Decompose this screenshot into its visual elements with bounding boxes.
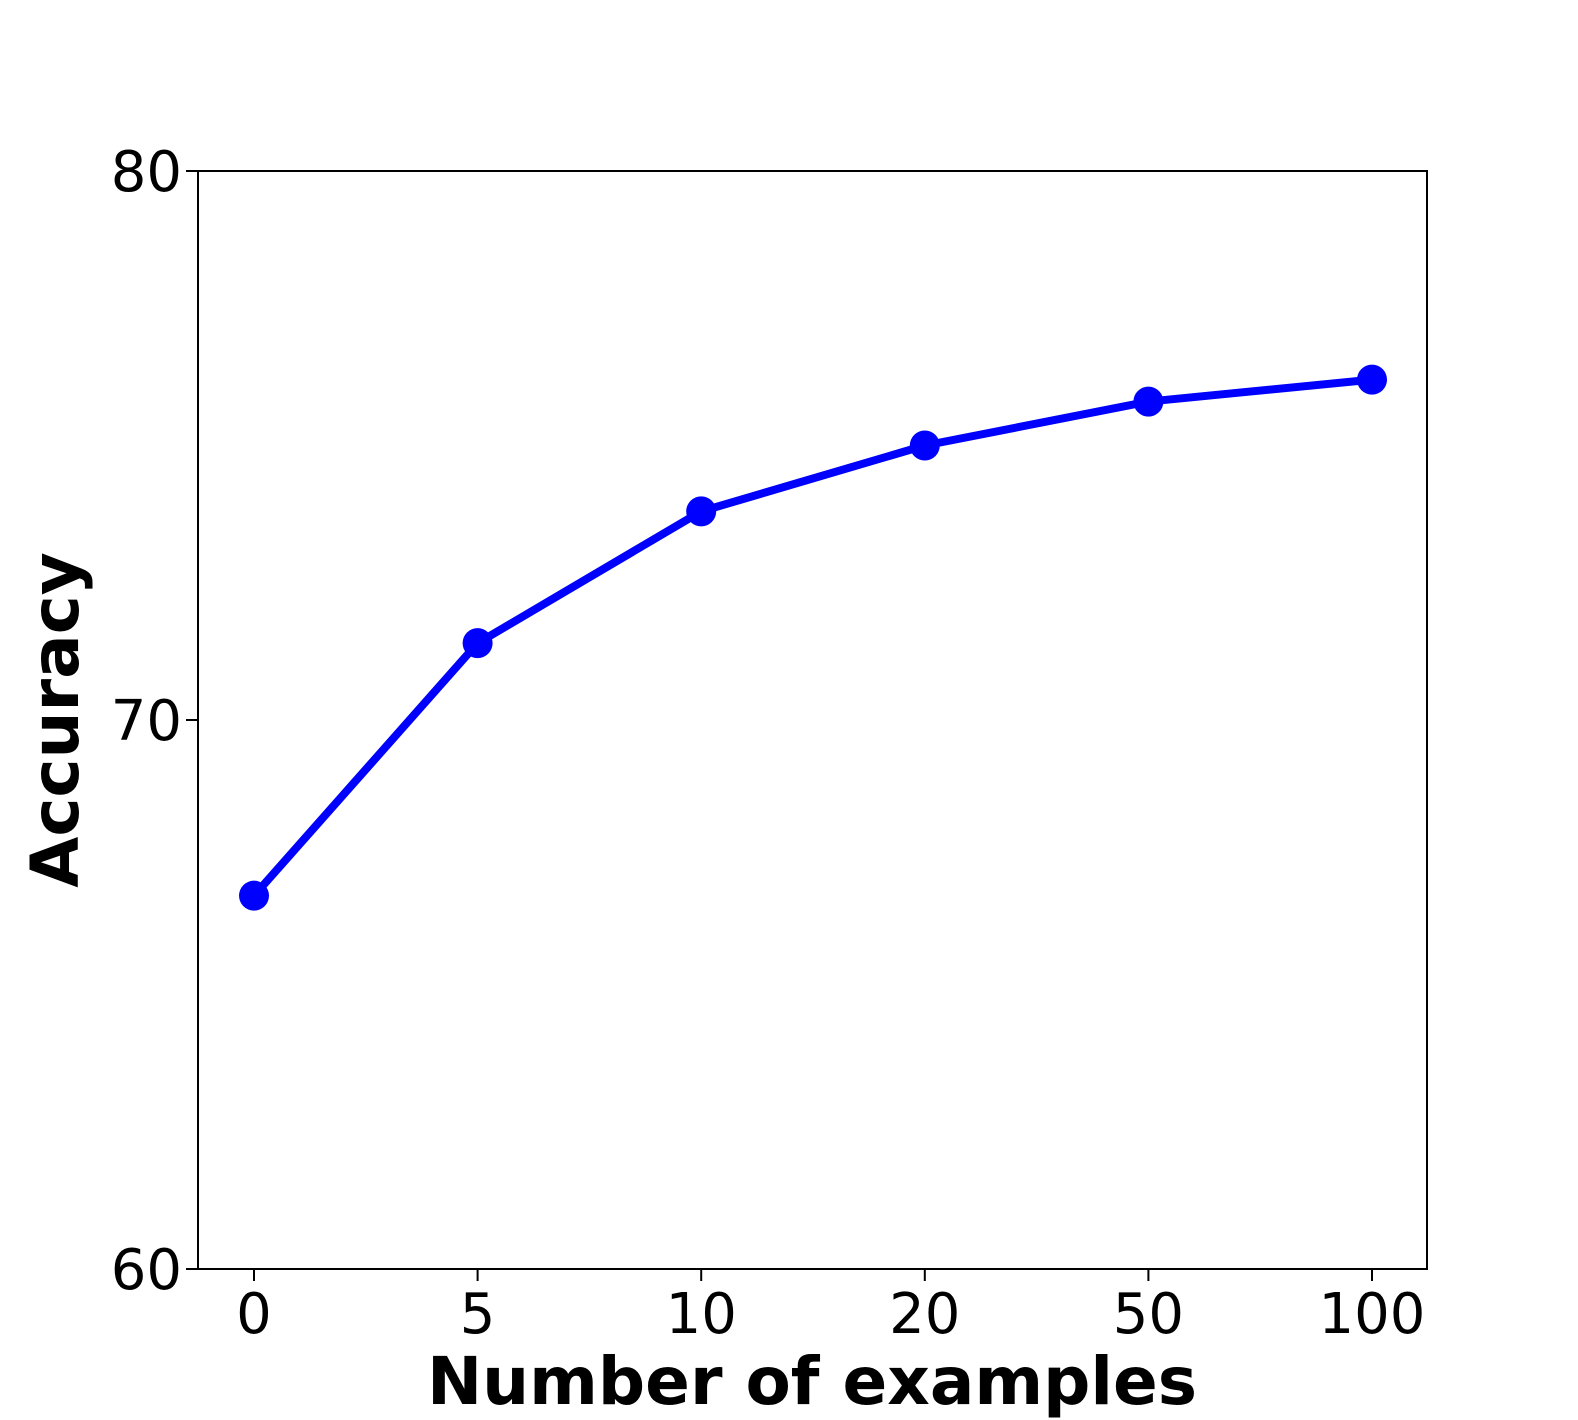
x-axis-label: Number of examples (427, 1343, 1197, 1420)
x-tick-label: 20 (889, 1282, 960, 1347)
y-tick-label: 60 (111, 1238, 182, 1303)
data-point (239, 880, 269, 911)
series-line (251, 375, 1373, 899)
x-axis: 0 5 10 20 50 100 (236, 1269, 1425, 1347)
x-tick-label: 100 (1319, 1282, 1426, 1347)
y-tick-label: 70 (111, 689, 182, 754)
y-axis-label: Accuracy (17, 552, 94, 888)
y-tick-label: 80 (111, 140, 182, 205)
data-point (909, 430, 940, 461)
y-axis: 60 70 80 (111, 140, 198, 1303)
x-tick-label: 0 (236, 1282, 272, 1347)
series-points (239, 364, 1387, 911)
x-tick-label: 10 (666, 1282, 737, 1347)
x-tick-label: 5 (460, 1282, 496, 1347)
x-tick-label: 50 (1113, 1282, 1184, 1347)
data-point (686, 496, 717, 527)
plot-frame (197, 170, 1428, 1270)
data-point (462, 628, 493, 659)
data-point (1357, 364, 1387, 395)
data-point (1133, 386, 1164, 417)
